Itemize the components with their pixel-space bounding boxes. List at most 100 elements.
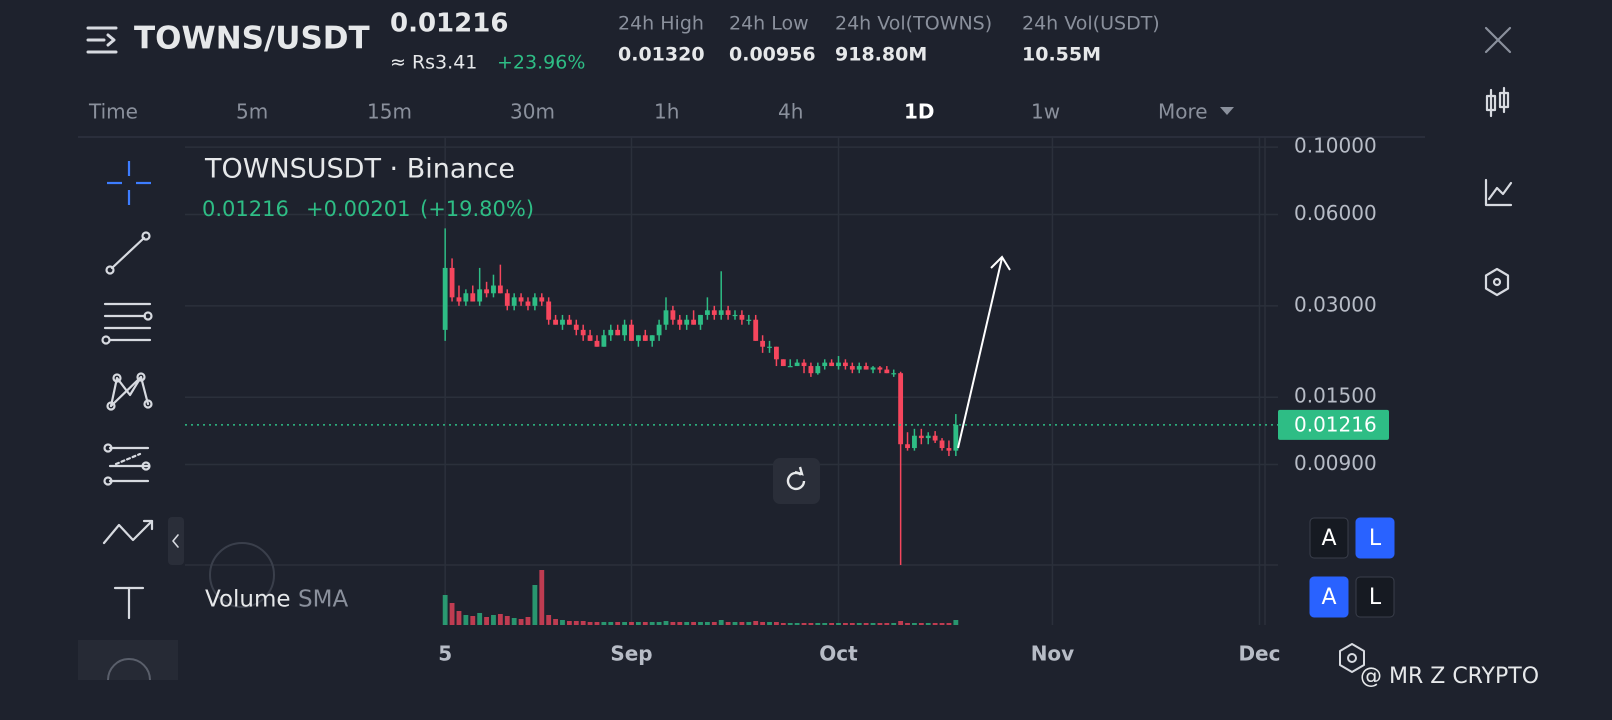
volume-bar [725, 622, 731, 625]
timeframe-tab[interactable]: 4h [778, 100, 803, 124]
stat-value: 918.80M [835, 44, 927, 66]
candle-body [566, 319, 572, 325]
volume-bar [677, 622, 683, 625]
candle-body [863, 366, 869, 370]
volume-bar [836, 623, 841, 625]
volume-bar [946, 623, 952, 625]
candle-body [732, 314, 738, 317]
candle-body [939, 440, 945, 449]
volume-bar [539, 570, 545, 625]
crosshair-tool[interactable] [107, 161, 151, 205]
last-price-box [1278, 409, 1389, 440]
scale-button[interactable] [1309, 517, 1349, 559]
candle-body [456, 297, 462, 302]
candle-body [808, 366, 814, 374]
x-tick-label: Dec [1238, 642, 1280, 666]
candle-body [898, 373, 904, 445]
volume-bar [918, 623, 924, 625]
scale-button-label[interactable]: L [1369, 526, 1382, 551]
scale-button[interactable] [1309, 576, 1349, 618]
volume-bar [684, 622, 690, 625]
change: +23.96% [497, 52, 585, 74]
volume-bar [656, 622, 662, 625]
timeframe-tab[interactable]: More [1158, 100, 1208, 124]
scale-button-label[interactable]: L [1369, 585, 1382, 610]
path-tool[interactable] [102, 519, 154, 545]
scale-button[interactable] [1355, 517, 1395, 559]
candle-body [580, 329, 586, 336]
candle-icon[interactable] [1485, 86, 1510, 118]
volume-bar [863, 623, 869, 625]
volume-bar [898, 621, 904, 625]
candle-body [932, 435, 938, 441]
legend-price: 0.01216 [202, 197, 289, 221]
reset-button[interactable] [773, 458, 820, 504]
pattern-tool[interactable] [106, 372, 153, 411]
volume-bar [691, 622, 697, 625]
timeframe-tab[interactable]: 1w [1031, 100, 1060, 124]
volume-bar [553, 619, 558, 625]
volume-bar [801, 623, 807, 625]
projection-tool[interactable] [103, 443, 151, 486]
candle-body [504, 293, 510, 306]
volume-bar [849, 623, 855, 625]
chart-logo [209, 542, 275, 608]
text-tool[interactable] [113, 586, 145, 620]
volume-bar [753, 621, 759, 625]
indicator-icon[interactable] [1484, 178, 1513, 207]
candle-body [725, 310, 731, 315]
menu-icon[interactable] [86, 26, 118, 54]
timeframe-tab[interactable]: 1D [904, 100, 935, 124]
volume-bar [925, 623, 931, 625]
timeframe-tab[interactable]: Time [88, 100, 138, 124]
settings-icon[interactable] [1484, 267, 1510, 297]
volume-bar [718, 620, 724, 625]
candle-body [856, 366, 862, 370]
volume-bar [815, 623, 821, 625]
close-icon[interactable] [1484, 26, 1512, 54]
candle-body [877, 367, 883, 370]
candle-body [829, 362, 835, 367]
candle-body [946, 448, 952, 451]
volume-bar [511, 618, 517, 625]
candle-body [822, 362, 828, 367]
volume-bar [953, 620, 959, 625]
fib-tool[interactable] [101, 302, 153, 345]
scale-button-label[interactable]: A [1321, 526, 1336, 551]
timeframe-tab[interactable]: 15m [367, 100, 412, 124]
scale-button-label[interactable]: A [1321, 585, 1336, 610]
candle-body [925, 435, 931, 439]
volume-bar [649, 622, 655, 625]
timeframe-tab[interactable]: 30m [510, 100, 555, 124]
stat-value: 0.00956 [729, 44, 816, 66]
stat-label: 24h Low [729, 13, 809, 35]
line-tool[interactable] [105, 231, 151, 275]
annotation-arrow [957, 257, 1003, 449]
candle-body [663, 310, 669, 325]
candle-body [870, 367, 876, 370]
volume-bar [497, 614, 503, 625]
candle-body [746, 319, 752, 321]
candle-body [912, 435, 917, 449]
timeframe-tab[interactable]: 1h [654, 100, 679, 124]
scale-button[interactable] [1355, 576, 1395, 618]
volume-bar [870, 623, 876, 625]
watermark: @ MR Z CRYPTO [1360, 664, 1539, 689]
x-tick-label: Sep [610, 642, 652, 666]
volume-bar [518, 619, 524, 625]
candle-body [891, 373, 897, 375]
candle-body [794, 362, 800, 367]
volume-bar [484, 617, 489, 625]
volume-bar [573, 621, 579, 625]
last-price-label: 0.01216 [1294, 412, 1377, 436]
timeframe-tab[interactable]: 5m [236, 100, 268, 124]
stat-label: 24h High [618, 13, 704, 35]
volume-bar [746, 622, 752, 625]
expand-toolbar[interactable] [168, 517, 184, 565]
candle-body [470, 293, 476, 302]
volume-bar [525, 617, 531, 625]
volume-bar [615, 622, 621, 625]
stat-value: 10.55M [1022, 44, 1101, 66]
candle-body [836, 362, 841, 367]
candle-body [442, 267, 448, 330]
